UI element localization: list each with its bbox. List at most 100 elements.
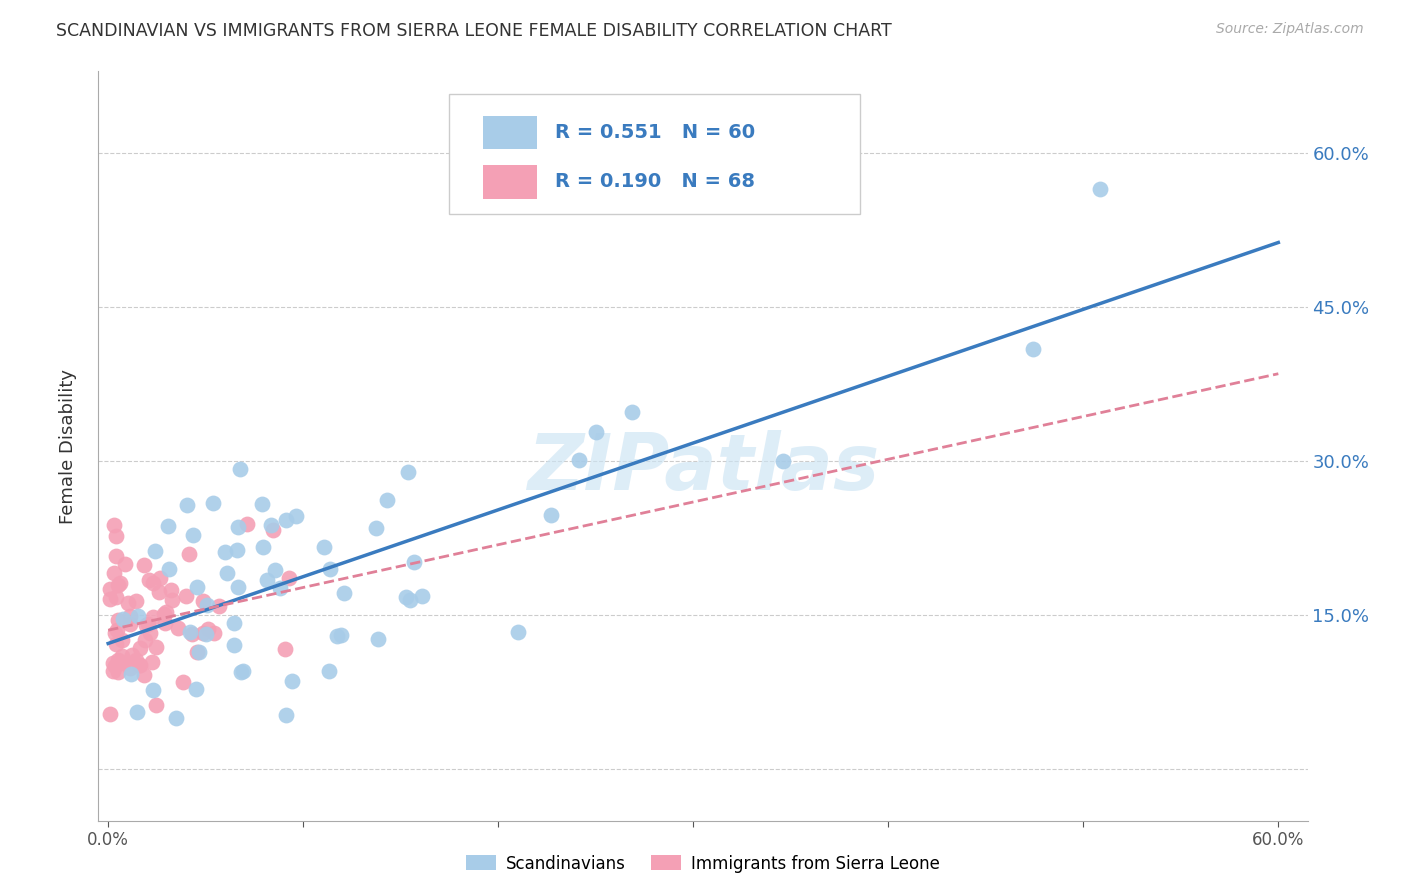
Point [155, 605, 177, 619]
Point [134, 558, 156, 572]
Point [236, 517, 259, 532]
Point [262, 523, 284, 537]
Point [153, 607, 176, 622]
Point [101, 664, 124, 678]
Point [318, 664, 340, 678]
Point [142, 609, 165, 624]
Point [136, 617, 159, 632]
Point [138, 573, 160, 587]
Point [143, 543, 166, 558]
Point [277, 571, 299, 585]
Point [191, 626, 214, 640]
Point [129, 640, 152, 655]
Point [107, 613, 129, 627]
Point [141, 656, 163, 670]
Point [125, 594, 148, 608]
Point [103, 566, 125, 581]
Point [145, 698, 167, 713]
Point [281, 674, 304, 689]
Text: R = 0.551   N = 60: R = 0.551 N = 60 [555, 122, 755, 142]
Point [195, 627, 218, 641]
Point [142, 576, 165, 591]
Point [396, 465, 419, 479]
Point [105, 636, 128, 650]
Point [264, 563, 287, 577]
Point [135, 617, 157, 632]
Point [120, 667, 142, 681]
FancyBboxPatch shape [482, 116, 537, 149]
Point [107, 578, 129, 592]
Point [621, 405, 644, 419]
Point [157, 561, 180, 575]
Point [101, 656, 124, 670]
Text: ZIPatlas: ZIPatlas [527, 431, 879, 507]
Y-axis label: Female Disability: Female Disability [59, 368, 77, 524]
Point [214, 545, 236, 559]
Point [260, 518, 283, 533]
Point [540, 508, 562, 523]
Point [98, 592, 121, 607]
Point [1022, 342, 1045, 356]
Point [176, 498, 198, 512]
Legend: Scandinavians, Immigrants from Sierra Leone: Scandinavians, Immigrants from Sierra Le… [460, 848, 946, 880]
Point [250, 497, 273, 511]
Point [319, 562, 342, 576]
Point [120, 661, 142, 675]
Point [224, 638, 246, 652]
Point [202, 496, 225, 510]
Point [127, 609, 149, 624]
Point [274, 708, 297, 723]
Point [231, 665, 253, 679]
Point [166, 621, 188, 635]
Point [186, 645, 208, 659]
Point [108, 576, 131, 591]
Point [129, 657, 152, 672]
Point [177, 547, 200, 561]
Text: R = 0.190   N = 68: R = 0.190 N = 68 [555, 172, 755, 191]
Point [157, 519, 180, 533]
Point [111, 612, 134, 626]
Point [229, 462, 252, 476]
Point [111, 632, 134, 647]
Point [375, 493, 398, 508]
Point [128, 657, 150, 672]
Point [274, 513, 297, 527]
Point [148, 584, 170, 599]
Point [506, 624, 529, 639]
Point [107, 665, 129, 679]
Point [149, 572, 172, 586]
Point [226, 580, 249, 594]
Point [98, 707, 121, 722]
Text: SCANDINAVIAN VS IMMIGRANTS FROM SIERRA LEONE FEMALE DISABILITY CORRELATION CHART: SCANDINAVIAN VS IMMIGRANTS FROM SIERRA L… [56, 22, 891, 40]
Point [326, 629, 349, 643]
Point [105, 529, 128, 543]
Point [142, 683, 165, 698]
FancyBboxPatch shape [449, 94, 860, 214]
Point [222, 615, 245, 630]
Point [184, 681, 207, 696]
Point [134, 632, 156, 647]
Text: Source: ZipAtlas.com: Source: ZipAtlas.com [1216, 22, 1364, 37]
Point [202, 626, 225, 640]
Point [172, 675, 194, 690]
Point [117, 596, 139, 610]
Point [197, 622, 219, 636]
Point [104, 658, 127, 673]
Point [153, 615, 176, 630]
FancyBboxPatch shape [482, 165, 537, 199]
Point [111, 648, 134, 663]
Point [181, 528, 204, 542]
Point [395, 591, 418, 605]
Point [332, 585, 354, 599]
Point [114, 557, 136, 571]
Point [256, 573, 278, 587]
Point [121, 648, 143, 662]
Point [364, 520, 387, 534]
Point [160, 593, 183, 607]
Point [1088, 182, 1111, 196]
Point [104, 590, 127, 604]
Point [139, 626, 162, 640]
Point [398, 593, 420, 607]
Point [186, 580, 208, 594]
Point [112, 656, 135, 670]
